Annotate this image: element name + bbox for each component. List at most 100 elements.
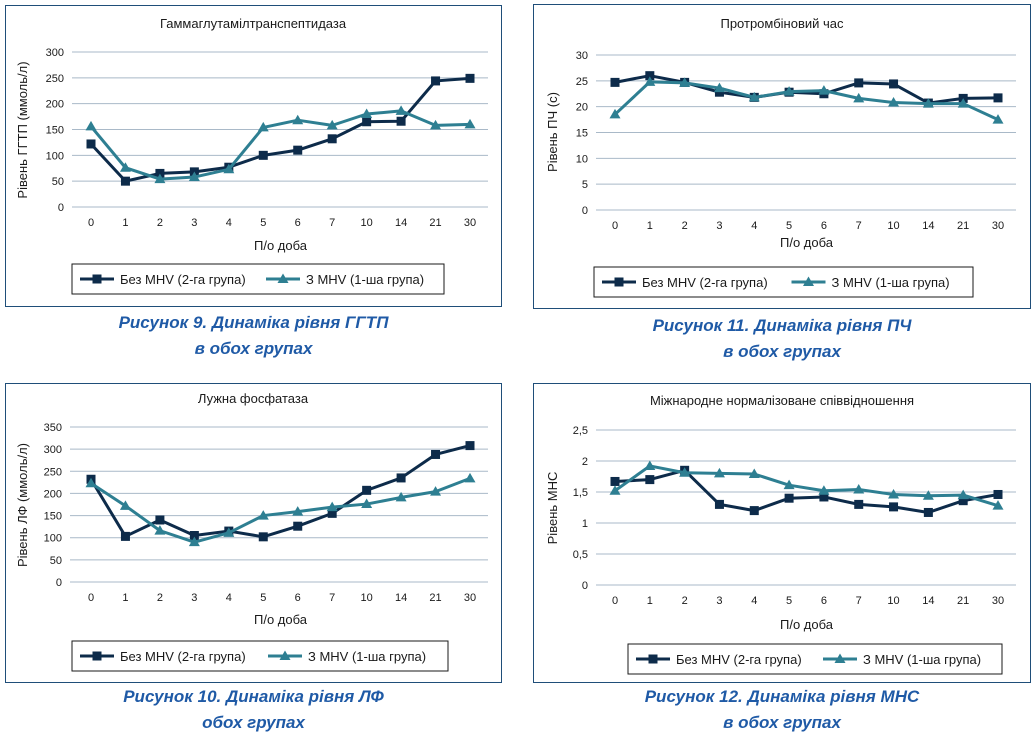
data-point-triangle [430,119,442,130]
x-tick-label: 4 [751,595,757,607]
y-tick-label: 300 [44,444,62,456]
x-axis-title: П/о доба [254,612,308,627]
data-point-square [465,73,475,83]
legend-label: Без МНV (2-га група) [676,652,802,667]
data-point-triangle [922,490,934,500]
data-point-triangle [223,163,235,174]
y-tick-label: 50 [50,555,62,567]
data-point-square [293,521,303,531]
x-tick-label: 14 [922,595,934,607]
legend-marker-square [614,277,624,287]
data-point-square [958,496,968,506]
caption-line-2: в обох групах [723,342,841,361]
caption-line-2: в обох групах [723,713,841,732]
series-line-1 [89,444,471,539]
caption-line-1: Рисунок 9. Динаміка рівня ГГТП [118,313,389,332]
data-point-square [749,506,759,516]
x-tick-label: 2 [157,217,163,229]
data-point-triangle [188,536,200,547]
y-tick-label: 200 [44,488,62,500]
x-tick-label: 1 [647,220,653,232]
data-point-square [327,508,337,518]
legend-box [627,643,1003,675]
data-point-triangle [853,92,865,103]
data-point-square [784,493,794,503]
y-tick-label: 250 [46,73,64,85]
data-point-square [923,507,933,517]
y-tick-label: 50 [52,176,64,188]
data-point-square [645,71,655,81]
x-tick-label: 7 [329,592,335,604]
x-tick-label: 2 [682,220,688,232]
data-point-square [120,531,130,541]
data-point-square [854,78,864,88]
x-tick-label: 3 [191,592,197,604]
x-tick-label: 10 [361,592,373,604]
data-point-square [293,145,303,155]
legend-marker-triangle [279,650,291,660]
legend-label: Без МНV (2-га група) [642,275,768,290]
data-point-triangle [361,108,373,118]
x-tick-label: 14 [922,220,934,232]
x-tick-label: 3 [716,595,722,607]
data-point-triangle [713,467,725,478]
legend-box [71,640,449,672]
data-point-square [854,499,864,509]
x-tick-label: 14 [395,592,407,604]
x-axis-title: П/о доба [780,235,834,250]
x-tick-label: 7 [856,595,862,607]
y-axis-title: Рівень МНС [545,472,560,545]
chart-title: Протромбіновий час [720,16,844,31]
x-tick-label: 14 [395,217,407,229]
legend-marker-triangle [834,653,846,663]
x-tick-label: 0 [612,595,618,607]
data-point-triangle [783,86,795,96]
data-point-square [362,485,372,495]
data-point-triangle [223,527,235,537]
series-line-2 [614,464,999,508]
data-point-triangle [609,485,621,495]
y-tick-label: 150 [46,125,64,137]
y-tick-label: 0 [56,577,62,589]
data-point-triangle [257,510,269,520]
x-axis-title: П/о доба [254,238,308,253]
y-tick-label: 0 [582,205,588,217]
data-point-triangle [957,98,969,108]
x-tick-label: 5 [260,592,266,604]
data-point-square [819,492,829,502]
x-tick-label: 30 [464,592,476,604]
x-tick-label: 10 [887,220,899,232]
data-point-triangle [430,486,442,496]
legend-label: З МНV (1-ша група) [863,652,981,667]
y-tick-label: 2,5 [573,425,588,437]
x-tick-label: 3 [716,220,722,232]
legend-label: З МНV (1-ша група) [306,272,424,287]
legend-label: З МНV (1-ша група) [308,649,426,664]
caption-mns: Рисунок 12. Динаміка рівня МНС в обох гр… [533,684,1031,736]
data-point-triangle [644,76,656,86]
x-tick-label: 2 [682,595,688,607]
data-point-triangle [154,525,166,535]
data-point-square [258,532,268,542]
caption-lf: Рисунок 10. Динаміка рівня ЛФ обох група… [5,684,502,736]
data-point-triangle [922,98,934,108]
data-point-triangle [992,500,1004,510]
data-point-square [431,76,441,86]
data-point-square [258,150,268,160]
data-point-triangle [85,120,97,131]
data-point-triangle [326,501,338,512]
y-tick-label: 2 [582,456,588,468]
data-point-square [993,93,1003,103]
data-point-triangle [361,498,373,509]
data-point-square [610,77,620,87]
y-tick-label: 20 [576,102,588,114]
data-point-triangle [679,77,691,87]
data-point-square [396,473,406,483]
caption-line-1: Рисунок 12. Динаміка рівня МНС [644,687,920,706]
data-point-square [714,499,724,509]
chart-frame-mns [533,383,1031,683]
data-point-square [714,87,724,97]
data-point-triangle [119,162,131,172]
